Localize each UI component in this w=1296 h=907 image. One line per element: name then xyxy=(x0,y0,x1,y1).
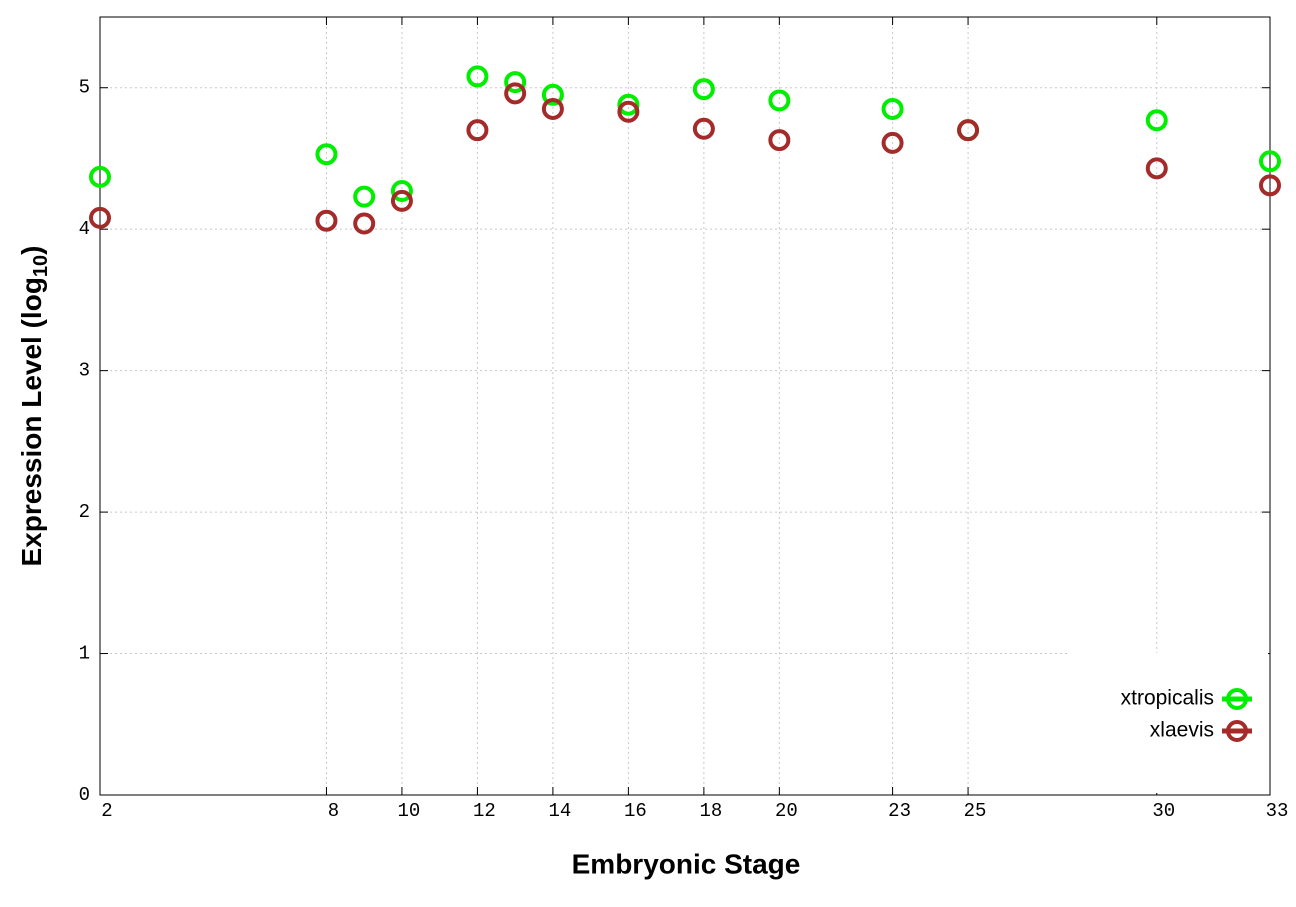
point xyxy=(504,71,527,94)
point xyxy=(692,117,715,140)
plot-frame xyxy=(99,16,1271,796)
x-tick-label: 14 xyxy=(548,800,571,822)
point xyxy=(881,131,904,154)
point xyxy=(1259,174,1281,197)
point xyxy=(89,206,111,229)
point xyxy=(390,179,413,202)
y-tick-label: 5 xyxy=(79,77,90,99)
y-label-text: Expression Level (log xyxy=(16,277,47,566)
y-axis-label: Expression Level (log10) xyxy=(16,246,52,567)
point xyxy=(617,100,640,123)
x-tick-label: 8 xyxy=(328,800,339,822)
x-tick-label: 12 xyxy=(473,800,496,822)
y-label-end: ) xyxy=(16,246,47,255)
point xyxy=(466,119,489,142)
legend-marker xyxy=(1226,720,1248,742)
point xyxy=(881,97,904,120)
legend-label: xtropicalis xyxy=(1121,687,1214,710)
point xyxy=(692,78,715,101)
point xyxy=(315,143,338,166)
legend-marker xyxy=(1226,688,1248,710)
point xyxy=(466,65,489,88)
point xyxy=(768,129,791,152)
x-tick-label: 30 xyxy=(1152,800,1175,822)
y-tick-label: 4 xyxy=(79,218,90,240)
point xyxy=(541,97,564,120)
point xyxy=(1145,109,1168,132)
point xyxy=(541,83,564,106)
point xyxy=(1145,157,1168,180)
x-tick-label: 18 xyxy=(699,800,722,822)
x-tick-label: 33 xyxy=(1266,800,1289,822)
point xyxy=(89,165,111,188)
point xyxy=(504,82,527,105)
point xyxy=(315,209,338,232)
x-tick-label: 10 xyxy=(398,800,421,822)
x-tick-label: 20 xyxy=(775,800,798,822)
y-tick-label: 0 xyxy=(79,784,90,806)
x-tick-label: 16 xyxy=(624,800,647,822)
point xyxy=(390,189,413,212)
y-tick-label: 3 xyxy=(79,360,90,382)
x-tick-label: 25 xyxy=(964,800,987,822)
point xyxy=(1259,150,1281,173)
point xyxy=(768,89,791,112)
x-tick-label: 2 xyxy=(101,800,112,822)
point xyxy=(617,93,640,116)
point xyxy=(957,119,980,142)
legend-label: xlaevis xyxy=(1150,719,1214,742)
y-tick-label: 1 xyxy=(79,643,90,665)
y-label-sub: 10 xyxy=(30,255,52,277)
x-tick-label: 23 xyxy=(888,800,911,822)
x-axis-label: Embryonic Stage xyxy=(572,848,801,879)
y-tick-label: 2 xyxy=(79,501,90,523)
point xyxy=(353,185,376,208)
point xyxy=(353,212,376,235)
